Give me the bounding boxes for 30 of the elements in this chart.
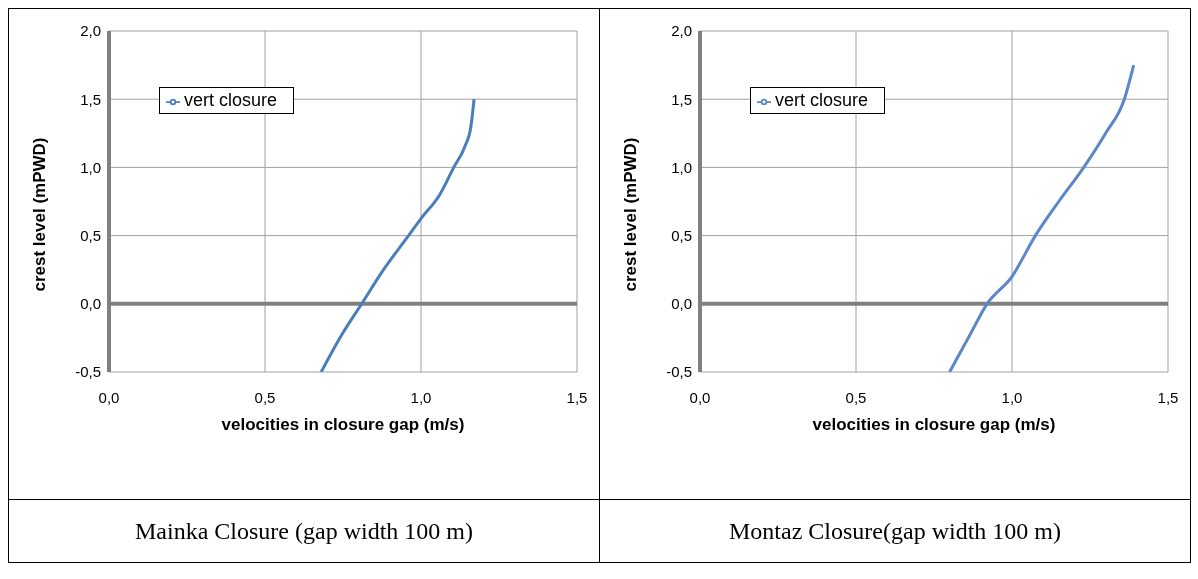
line-series	[319, 97, 476, 372]
y-tick-label: 1,0	[80, 158, 101, 176]
y-tick-label: 0,5	[80, 226, 101, 244]
y-tick-label: 1,5	[80, 90, 101, 108]
y-tick-label: 2,0	[671, 22, 692, 40]
legend-label: vert closure	[775, 90, 869, 110]
x-tick-label: 0,0	[98, 388, 120, 406]
line-series	[948, 63, 1136, 372]
x-tick-label: 0,0	[689, 388, 711, 406]
x-tick-label: 1,5	[1157, 388, 1179, 406]
x-tick-label: 1,0	[1001, 388, 1023, 406]
y-tick-label: -0,5	[666, 363, 692, 381]
y-tick-label: 0,5	[671, 226, 692, 244]
x-axis-title: velocities in closure gap (m/s)	[812, 415, 1056, 434]
text: Mainka Closure (gap width 100 m)	[134, 517, 474, 545]
x-tick-label: 1,0	[410, 388, 432, 406]
x-axis-title: velocities in closure gap (m/s)	[221, 415, 465, 434]
y-tick-label: 0,0	[671, 295, 692, 313]
y-tick-label: 0,0	[80, 295, 101, 313]
y-tick-label: 2,0	[80, 22, 101, 40]
y-tick-label: 1,0	[671, 158, 692, 176]
y-axis-title: crest level (mPWD)	[621, 137, 641, 292]
text: Montaz Closure(gap width 100 m)	[728, 517, 1062, 545]
y-axis-title: crest level (mPWD)	[30, 137, 50, 292]
x-tick-label: 0,5	[254, 388, 276, 406]
legend-label: vert closure	[184, 90, 278, 110]
y-tick-label: 1,5	[671, 90, 692, 108]
y-tick-label: -0,5	[75, 363, 101, 381]
x-tick-label: 0,5	[845, 388, 867, 406]
x-tick-label: 1,5	[566, 388, 588, 406]
